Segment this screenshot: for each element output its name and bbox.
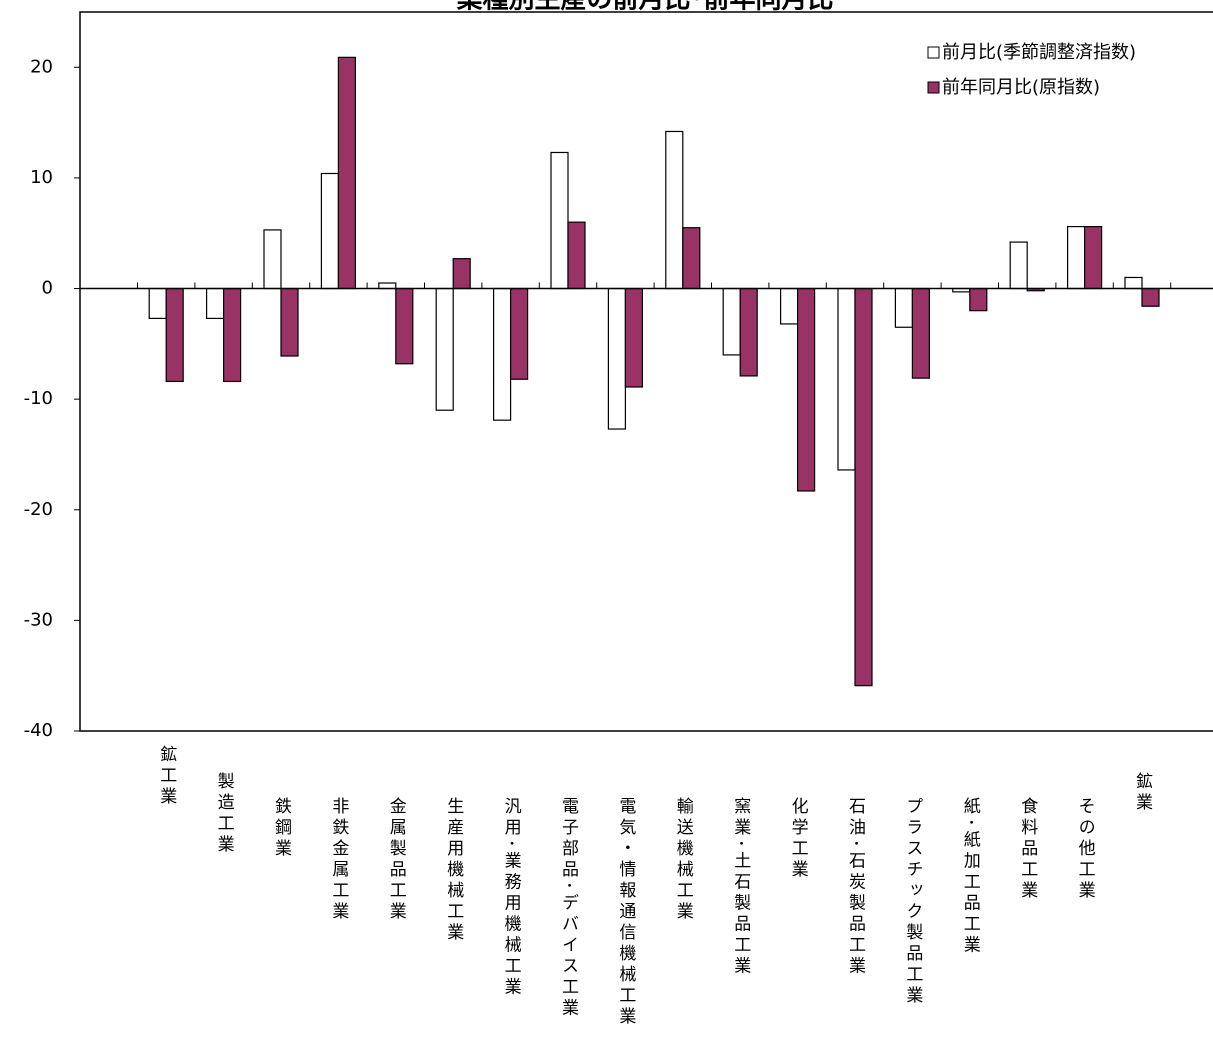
bar — [550, 151, 569, 290]
bar — [493, 287, 512, 421]
bar — [337, 56, 356, 290]
x-tick-label: 非鉄金属工業 — [328, 797, 349, 923]
x-tick-label: 食料品工業 — [1017, 797, 1038, 902]
bar — [1009, 241, 1028, 290]
y-tick-label: -40 — [24, 720, 53, 741]
bar — [378, 282, 397, 290]
bar — [320, 172, 339, 290]
plot-area — [79, 11, 1213, 732]
x-tick-label: 石油･石炭製品工業 — [845, 797, 866, 978]
y-tick-label: -20 — [24, 499, 53, 520]
x-tick-label: その他工業 — [1075, 797, 1096, 902]
bar — [779, 287, 799, 325]
bar — [682, 227, 701, 290]
y-tick-label: -30 — [24, 609, 53, 630]
x-tick-label: 電子部品･デバイス工業 — [558, 797, 579, 1020]
x-tick-label: プラスチック製品工業 — [902, 797, 923, 1007]
bar — [1141, 287, 1160, 307]
x-tick-label: 汎用･業務用機械工業 — [501, 797, 521, 999]
bar — [854, 287, 873, 687]
bar — [1066, 225, 1086, 290]
bar — [263, 229, 282, 290]
bar — [148, 287, 167, 320]
bar — [1124, 276, 1143, 290]
bar — [665, 130, 684, 290]
bar — [206, 287, 225, 320]
x-tick-label: 電気・情報通信機械工業 — [615, 797, 636, 1028]
y-tick-label: -10 — [24, 388, 53, 409]
x-tick-label: 鉱工業 — [156, 745, 177, 808]
x-tick-label: 鉱業 — [1132, 772, 1153, 814]
x-tick-label: 生産用機械工業 — [443, 797, 464, 944]
bar — [395, 287, 414, 365]
bar — [452, 258, 471, 290]
bar — [280, 287, 299, 357]
bar — [796, 287, 816, 492]
chart-title: 業種別生産の前月比･前年同月比 — [456, 0, 833, 15]
bar — [624, 287, 644, 388]
bar — [969, 287, 988, 312]
legend-label: 前年同月比(原指数) — [942, 77, 1100, 98]
x-tick-label: 窯業･土石製品工業 — [730, 797, 751, 978]
bar — [739, 287, 758, 377]
bar — [435, 287, 454, 411]
bar — [837, 287, 856, 471]
x-tick-label: 紙･紙加工品工業 — [960, 797, 981, 957]
bar — [567, 221, 586, 290]
legend-swatch — [927, 46, 940, 59]
bar — [607, 287, 627, 430]
y-tick-label: 20 — [30, 56, 53, 77]
bar — [894, 287, 914, 328]
x-tick-label: 金属製品工業 — [386, 797, 407, 923]
legend-label: 前月比(季節調整済指数) — [942, 42, 1136, 63]
bar — [911, 287, 931, 379]
legend-swatch — [927, 81, 940, 94]
x-tick-label: 鉄鋼業 — [271, 797, 292, 860]
bar — [722, 287, 741, 356]
bar — [165, 287, 184, 383]
bar — [510, 287, 529, 380]
x-tick-label: 輸送機械工業 — [673, 797, 694, 923]
bar — [1083, 225, 1103, 290]
x-tick-label: 化学工業 — [788, 797, 809, 881]
x-tick-label: 製造工業 — [214, 772, 235, 856]
y-tick-label: 0 — [42, 278, 53, 299]
bar — [223, 287, 242, 383]
y-tick-label: 10 — [30, 167, 53, 188]
